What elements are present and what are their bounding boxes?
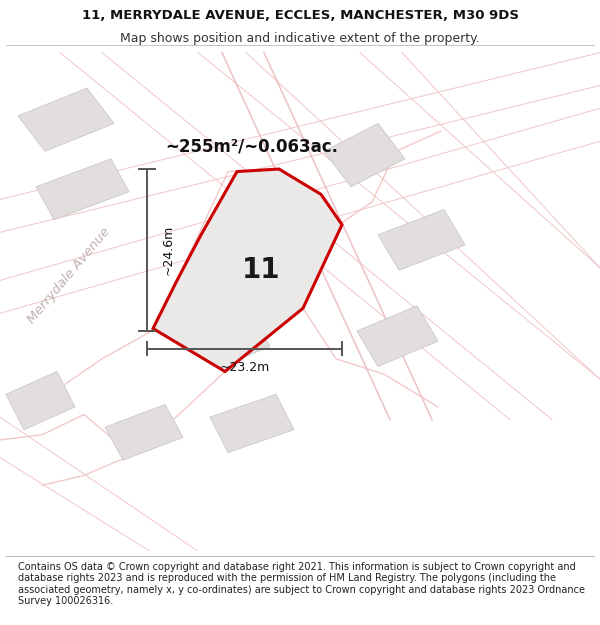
Text: 11: 11 [242, 256, 280, 284]
Polygon shape [204, 316, 270, 366]
Text: Map shows position and indicative extent of the property.: Map shows position and indicative extent… [120, 32, 480, 46]
Polygon shape [255, 253, 312, 298]
Text: Merrydale Avenue: Merrydale Avenue [25, 225, 113, 326]
Polygon shape [153, 169, 342, 371]
Polygon shape [357, 306, 438, 366]
Polygon shape [324, 124, 405, 187]
Polygon shape [18, 88, 114, 151]
Text: 11, MERRYDALE AVENUE, ECCLES, MANCHESTER, M30 9DS: 11, MERRYDALE AVENUE, ECCLES, MANCHESTER… [82, 9, 518, 22]
Polygon shape [258, 217, 321, 268]
Text: ~23.2m: ~23.2m [220, 361, 269, 374]
Polygon shape [105, 404, 183, 460]
Text: ~255m²/~0.063ac.: ~255m²/~0.063ac. [166, 138, 338, 155]
Polygon shape [378, 209, 465, 270]
Polygon shape [6, 371, 75, 430]
Text: Contains OS data © Crown copyright and database right 2021. This information is : Contains OS data © Crown copyright and d… [18, 562, 585, 606]
Text: ~24.6m: ~24.6m [161, 225, 175, 275]
Polygon shape [36, 159, 129, 219]
Polygon shape [210, 394, 294, 452]
